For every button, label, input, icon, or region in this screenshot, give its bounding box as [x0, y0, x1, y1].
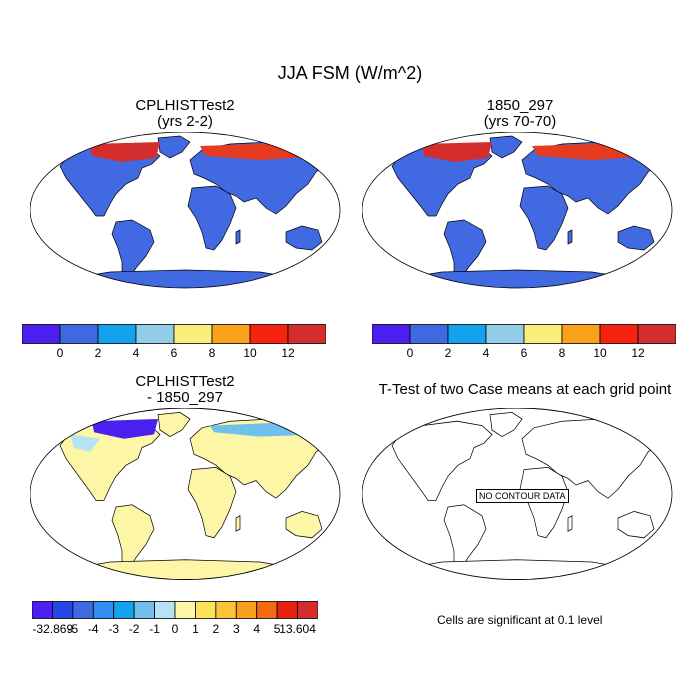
colorbar-panel1-tick-label: 6 [170, 346, 178, 360]
colorbar-difference-tick-label: 0 [171, 622, 179, 636]
colorbar-panel1-swatch [135, 324, 175, 344]
colorbar-panel2-swatch [409, 324, 449, 344]
colorbar-difference-tick-label: 5 [273, 622, 281, 636]
colorbar-panel2-tick-label: 0 [406, 346, 414, 360]
colorbar-panel2-tick-label: 2 [444, 346, 452, 360]
panel3-negative-region [92, 419, 158, 439]
panel3-title-line1: CPLHISTTest2 [135, 373, 235, 390]
panel2-title-line1: 1850_297 [486, 97, 554, 114]
colorbar-difference-tick-label: -4 [87, 622, 99, 636]
colorbar-difference-swatch [174, 601, 196, 619]
panel1-title: CPLHISTTest2 (yrs 2-2) [20, 98, 350, 130]
figure-title: JJA FSM (W/m^2) [277, 63, 423, 83]
panel2-map [362, 132, 673, 289]
no-contour-label: NO CONTOUR DATA [476, 489, 569, 503]
colorbar-panel1-tick-label: 4 [132, 346, 140, 360]
colorbar-panel1 [22, 324, 326, 344]
colorbar-panel1-swatch [287, 324, 326, 344]
colorbar-panel1-tick-label: 2 [94, 346, 102, 360]
colorbar-difference-tick-label: -32.869 [32, 622, 74, 636]
panel3-title-line2: - 1850_297 [147, 389, 223, 406]
colorbar-difference-tick-label: -2 [128, 622, 140, 636]
colorbar-difference-swatch [92, 601, 115, 619]
colorbar-difference-labels: -32.869 -5 -4 -3 -2 -1 0 1 2 3 4 5 13.604 [32, 622, 318, 638]
colorbar-difference [32, 601, 318, 619]
panel4-map [362, 408, 673, 580]
colorbar-panel2-tick-label: 10 [593, 346, 607, 360]
colorbar-panel2-tick-label: 8 [558, 346, 566, 360]
colorbar-difference-tick-label: 13.604 [279, 622, 316, 636]
colorbar-difference-swatch [256, 601, 278, 619]
colorbar-panel2 [372, 324, 676, 344]
colorbar-panel2-tick-label: 12 [631, 346, 645, 360]
colorbar-panel2-tick-label: 6 [520, 346, 528, 360]
colorbar-panel1-swatch [211, 324, 251, 344]
panel4-title-line1: T-Test of two Case means at each grid po… [378, 381, 672, 398]
colorbar-panel1-swatch [173, 324, 213, 344]
colorbar-panel1-swatch [249, 324, 289, 344]
colorbar-panel2-swatch [599, 324, 639, 344]
panel3-title: CPLHISTTest2 - 1850_297 [20, 374, 350, 406]
panel2-title: 1850_297 (yrs 70-70) [360, 98, 680, 130]
panel1-high-region [90, 142, 160, 162]
colorbar-difference-swatch [235, 601, 258, 619]
colorbar-difference-swatch [52, 601, 74, 619]
colorbar-panel2-tick-label: 4 [482, 346, 490, 360]
panel1-title-line1: CPLHISTTest2 [135, 97, 235, 114]
colorbar-difference-swatch [133, 601, 155, 619]
colorbar-difference-swatch [215, 601, 237, 619]
colorbar-panel2-swatch [561, 324, 601, 344]
colorbar-panel2-swatch [523, 324, 563, 344]
colorbar-difference-swatch [72, 601, 94, 619]
colorbar-difference-tick-label: -5 [67, 622, 79, 636]
panel4-title: T-Test of two Case means at each grid po… [360, 382, 690, 398]
colorbar-difference-tick-label: 4 [253, 622, 261, 636]
colorbar-difference-tick-label: 1 [192, 622, 199, 636]
panel3-light-region [70, 434, 100, 452]
colorbar-difference-swatch [297, 601, 318, 619]
colorbar-difference-swatch [195, 601, 217, 619]
colorbar-panel2-swatch [447, 324, 487, 344]
colorbar-panel2-swatch [372, 324, 411, 344]
colorbar-difference-swatch [113, 601, 135, 619]
colorbar-difference-swatch [32, 601, 53, 619]
colorbar-panel1-tick-label: 12 [281, 346, 295, 360]
panel2-title-line2: (yrs 70-70) [483, 113, 557, 130]
colorbar-panel1-swatch [59, 324, 99, 344]
colorbar-panel1-tick-label: 0 [56, 346, 64, 360]
colorbar-panel2-swatch [637, 324, 676, 344]
colorbar-panel1-tick-label: 8 [208, 346, 216, 360]
colorbar-panel1-labels: 0 2 4 6 8 10 12 [22, 346, 326, 362]
colorbar-panel1-tick-label: 10 [243, 346, 257, 360]
colorbar-panel1-swatch [97, 324, 137, 344]
panel1-title-line2: (yrs 2-2) [157, 113, 213, 130]
colorbar-difference-tick-label: -3 [108, 622, 120, 636]
colorbar-difference-swatch [276, 601, 298, 619]
colorbar-panel2-swatch [485, 324, 525, 344]
colorbar-panel1-swatch [22, 324, 61, 344]
panel1-land [39, 135, 331, 288]
colorbar-difference-tick-label: 3 [232, 622, 240, 636]
panel1-map [30, 132, 341, 289]
panel2-high-region [422, 142, 492, 162]
colorbar-difference-tick-label: -1 [149, 622, 160, 636]
significance-note: Cells are significant at 0.1 level [437, 613, 603, 627]
colorbar-difference-tick-label: 2 [212, 622, 220, 636]
colorbar-difference-swatch [154, 601, 176, 619]
panel2-land [371, 135, 663, 288]
colorbar-panel2-labels: 0 2 4 6 8 10 12 [372, 346, 676, 362]
panel3-map [30, 408, 341, 580]
